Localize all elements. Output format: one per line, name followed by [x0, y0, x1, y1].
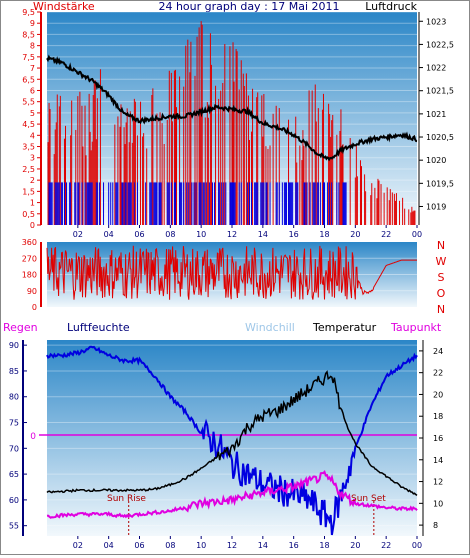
x-tick-label: 18 [319, 541, 329, 550]
temp-tick-label: 18 [433, 412, 443, 421]
compass-label: W [436, 255, 447, 268]
x-tick-label: 04 [104, 541, 114, 550]
x-tick-label: 00 [412, 541, 422, 550]
x-tick-label: 14 [258, 230, 268, 239]
sun-rise-label: Sun Rise [107, 494, 146, 504]
pressure-right-tick-label: 1022,5 [426, 40, 454, 49]
direction-tick-label: 360 [22, 238, 37, 247]
temp-tick-label: 20 [433, 390, 443, 399]
temperatur-label: Temperatur [312, 321, 377, 334]
humidity-tick-label: 90 [9, 341, 19, 350]
humidity-tick-label: 85 [9, 367, 19, 376]
compass-label: S [438, 271, 445, 284]
wind-left-tick-label: 2 [30, 176, 35, 185]
sun-set-label: Sun Set [351, 494, 386, 504]
temp-tick-label: 14 [433, 456, 443, 465]
regen-label: Regen [3, 321, 38, 334]
x-tick-label: 20 [350, 230, 360, 239]
luftdruck-label: Luftdruck [365, 1, 417, 13]
x-tick-label: 08 [165, 541, 175, 550]
humidity-tick-label: 55 [9, 522, 19, 531]
wind-left-tick-label: 3,5 [22, 143, 35, 152]
pressure-right-tick-label: 1020 [426, 156, 446, 165]
pressure-line [46, 54, 418, 162]
humidity-tick-label: 70 [9, 444, 19, 453]
direction-tick-label: 0 [32, 303, 37, 312]
x-tick-label: 10 [196, 230, 206, 239]
temp-tick-label: 8 [433, 521, 438, 530]
rain-zero-label: 0 [30, 432, 36, 442]
wind-left-tick-label: 7 [30, 64, 35, 73]
wind-left-tick-label: 9,5 [22, 8, 35, 17]
wind-left-tick-label: 7,5 [22, 53, 35, 62]
pressure-right-tick-label: 1021 [426, 110, 446, 119]
taupunkt-label: Taupunkt [390, 321, 442, 334]
chart-title: 24 hour graph day : 17 Mai 2011 [158, 1, 339, 13]
x-tick-label: 12 [227, 541, 237, 550]
pressure-right-tick-label: 1021,5 [426, 87, 454, 96]
x-tick-label: 22 [381, 541, 391, 550]
wind-left-tick-label: 8 [30, 42, 35, 51]
wind-left-tick-label: 3 [30, 154, 35, 163]
direction-tick-label: 180 [22, 271, 37, 280]
humidity-tick-label: 80 [9, 393, 19, 402]
x-tick-label: 10 [196, 541, 206, 550]
pressure-right-tick-label: 1019,5 [426, 179, 454, 188]
direction-tick-label: 270 [22, 254, 37, 263]
windchill-label: Windchill [245, 321, 295, 334]
temp-tick-label: 22 [433, 369, 443, 378]
x-tick-label: 16 [289, 230, 299, 239]
wind-left-tick-label: 6,5 [22, 75, 35, 84]
x-tick-label: 22 [381, 230, 391, 239]
wind-left-tick-label: 1,5 [22, 187, 35, 196]
wind-left-tick-label: 1 [30, 199, 35, 208]
temp-tick-label: 24 [433, 347, 443, 356]
wind-direction-line [46, 245, 417, 300]
direction-tick-label: 90 [27, 287, 37, 296]
humidity-tick-label: 75 [9, 419, 19, 428]
compass-label: N [437, 303, 445, 316]
wind-left-tick-label: 4 [30, 131, 35, 140]
wind-left-tick-label: 0,5 [22, 210, 35, 219]
wind-left-tick-label: 6 [30, 86, 35, 95]
temp-tick-label: 10 [433, 499, 443, 508]
temperature-line [46, 370, 418, 496]
humidity-tick-label: 65 [9, 470, 19, 479]
wind-left-tick-label: 9 [30, 19, 35, 28]
wind-left-tick-label: 4,5 [22, 120, 35, 129]
temp-tick-label: 16 [433, 434, 443, 443]
luftfeuchte-label: Luftfeuchte [67, 321, 130, 334]
compass-label: N [437, 239, 445, 252]
x-tick-label: 00 [412, 230, 422, 239]
climate-panel-plot [47, 340, 417, 536]
x-tick-label: 06 [134, 541, 144, 550]
x-tick-label: 04 [104, 230, 114, 239]
temp-tick-label: 12 [433, 478, 443, 487]
wind-left-tick-label: 5,5 [22, 98, 35, 107]
humidity-tick-label: 60 [9, 496, 19, 505]
windstaerke-label: Windstärke [33, 1, 95, 13]
pressure-right-tick-label: 1022 [426, 64, 446, 73]
x-tick-label: 16 [289, 541, 299, 550]
pressure-right-tick-label: 1019 [426, 202, 446, 211]
x-tick-label: 06 [134, 230, 144, 239]
pressure-right-tick-label: 1023 [426, 17, 446, 26]
x-tick-label: 14 [258, 541, 268, 550]
wind-left-tick-label: 2,5 [22, 165, 35, 174]
dewpoint-line [46, 469, 418, 519]
humidity-line [46, 345, 418, 536]
x-tick-label: 20 [350, 541, 360, 550]
x-tick-label: 02 [73, 230, 83, 239]
pressure-right-tick-label: 1020,5 [426, 133, 454, 142]
x-tick-label: 18 [319, 230, 329, 239]
x-tick-label: 02 [73, 541, 83, 550]
x-tick-label: 08 [165, 230, 175, 239]
x-tick-label: 12 [227, 230, 237, 239]
wind-left-tick-label: 5 [30, 109, 35, 118]
wind-left-tick-label: 0 [30, 221, 35, 230]
wind-left-tick-label: 8,5 [22, 30, 35, 39]
compass-label: O [437, 287, 446, 300]
